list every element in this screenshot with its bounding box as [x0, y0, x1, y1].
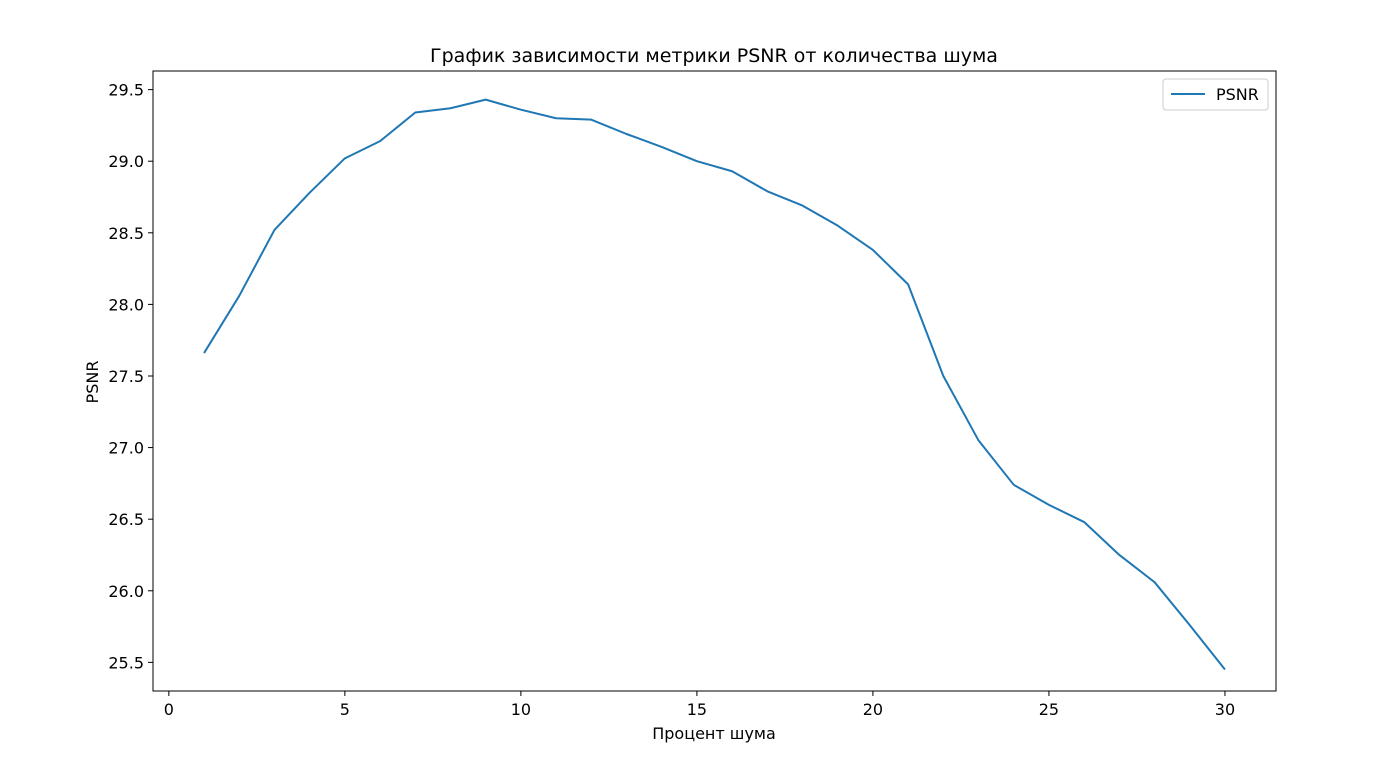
x-tick-label: 20 [863, 700, 883, 719]
series-line-psnr [203, 98, 1226, 671]
legend-label-psnr: PSNR [1216, 85, 1259, 104]
axes-frame [152, 70, 1277, 692]
x-tick-label: 5 [340, 700, 350, 719]
y-tick-label: 27.5 [108, 367, 144, 386]
legend-box [1162, 78, 1269, 111]
y-tick-label: 26.5 [108, 510, 144, 529]
x-tick-label: 0 [164, 700, 174, 719]
plot-area: 0 5 10 15 20 25 30 25.5 26.0 26.5 27.0 27.5 28.0 28.5… [108, 70, 1277, 719]
y-tick-label: 27.0 [108, 439, 144, 458]
x-tick-label: 10 [511, 700, 531, 719]
y-tick-label: 29.0 [108, 152, 144, 171]
x-tick-label: 15 [687, 700, 707, 719]
y-tick-label: 25.5 [108, 653, 144, 672]
legend: PSNR [1162, 78, 1269, 111]
chart-title: График зависимости метрики PSNR от колич… [430, 45, 998, 67]
x-axis-label: Процент шума [652, 724, 776, 743]
x-tick-label: 30 [1215, 700, 1235, 719]
y-tick-label: 29.5 [108, 81, 144, 100]
y-tick-label: 26.0 [108, 582, 144, 601]
y-axis-label: PSNR [83, 361, 102, 404]
y-tick-label: 28.5 [108, 224, 144, 243]
x-tick-label: 25 [1039, 700, 1059, 719]
y-tick-label: 28.0 [108, 295, 144, 314]
